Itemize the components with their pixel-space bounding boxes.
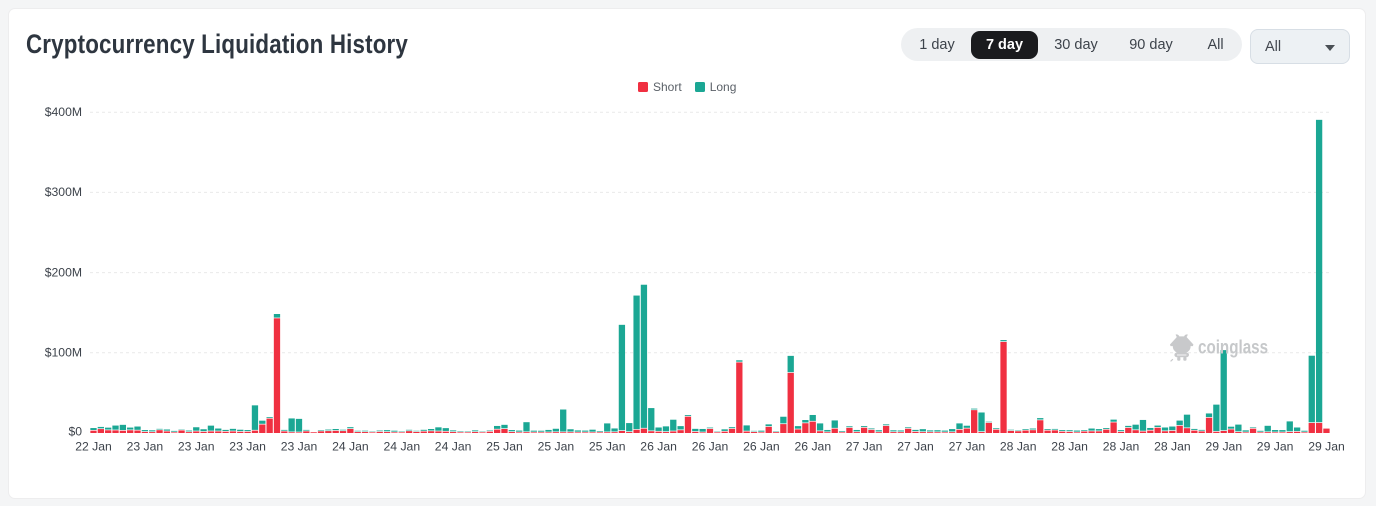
svg-text:27 Jan: 27 Jan [846, 440, 883, 454]
svg-text:27 Jan: 27 Jan [897, 440, 934, 454]
svg-text:28 Jan: 28 Jan [1103, 440, 1140, 454]
svg-text:$300M: $300M [45, 185, 82, 199]
svg-text:23 Jan: 23 Jan [281, 440, 318, 454]
svg-text:28 Jan: 28 Jan [1000, 440, 1037, 454]
svg-text:$100M: $100M [45, 346, 82, 360]
svg-text:$200M: $200M [45, 265, 82, 279]
svg-text:26 Jan: 26 Jan [795, 440, 832, 454]
svg-text:26 Jan: 26 Jan [692, 440, 729, 454]
svg-text:29 Jan: 29 Jan [1257, 440, 1294, 454]
svg-text:25 Jan: 25 Jan [486, 440, 523, 454]
svg-text:28 Jan: 28 Jan [1051, 440, 1088, 454]
svg-text:$0: $0 [68, 424, 82, 438]
svg-text:26 Jan: 26 Jan [640, 440, 677, 454]
svg-text:24 Jan: 24 Jan [332, 440, 369, 454]
svg-text:25 Jan: 25 Jan [589, 440, 626, 454]
svg-text:24 Jan: 24 Jan [435, 440, 472, 454]
svg-text:22 Jan: 22 Jan [75, 440, 112, 454]
svg-text:coinglass: coinglass [1198, 336, 1268, 358]
svg-text:26 Jan: 26 Jan [743, 440, 780, 454]
svg-text:$400M: $400M [45, 105, 82, 119]
svg-text:23 Jan: 23 Jan [127, 440, 164, 454]
svg-text:23 Jan: 23 Jan [178, 440, 215, 454]
svg-text:29 Jan: 29 Jan [1206, 440, 1243, 454]
svg-text:28 Jan: 28 Jan [1154, 440, 1191, 454]
svg-text:29 Jan: 29 Jan [1308, 440, 1345, 454]
svg-text:24 Jan: 24 Jan [384, 440, 421, 454]
svg-text:23 Jan: 23 Jan [229, 440, 266, 454]
svg-text:25 Jan: 25 Jan [538, 440, 575, 454]
svg-text:27 Jan: 27 Jan [949, 440, 986, 454]
